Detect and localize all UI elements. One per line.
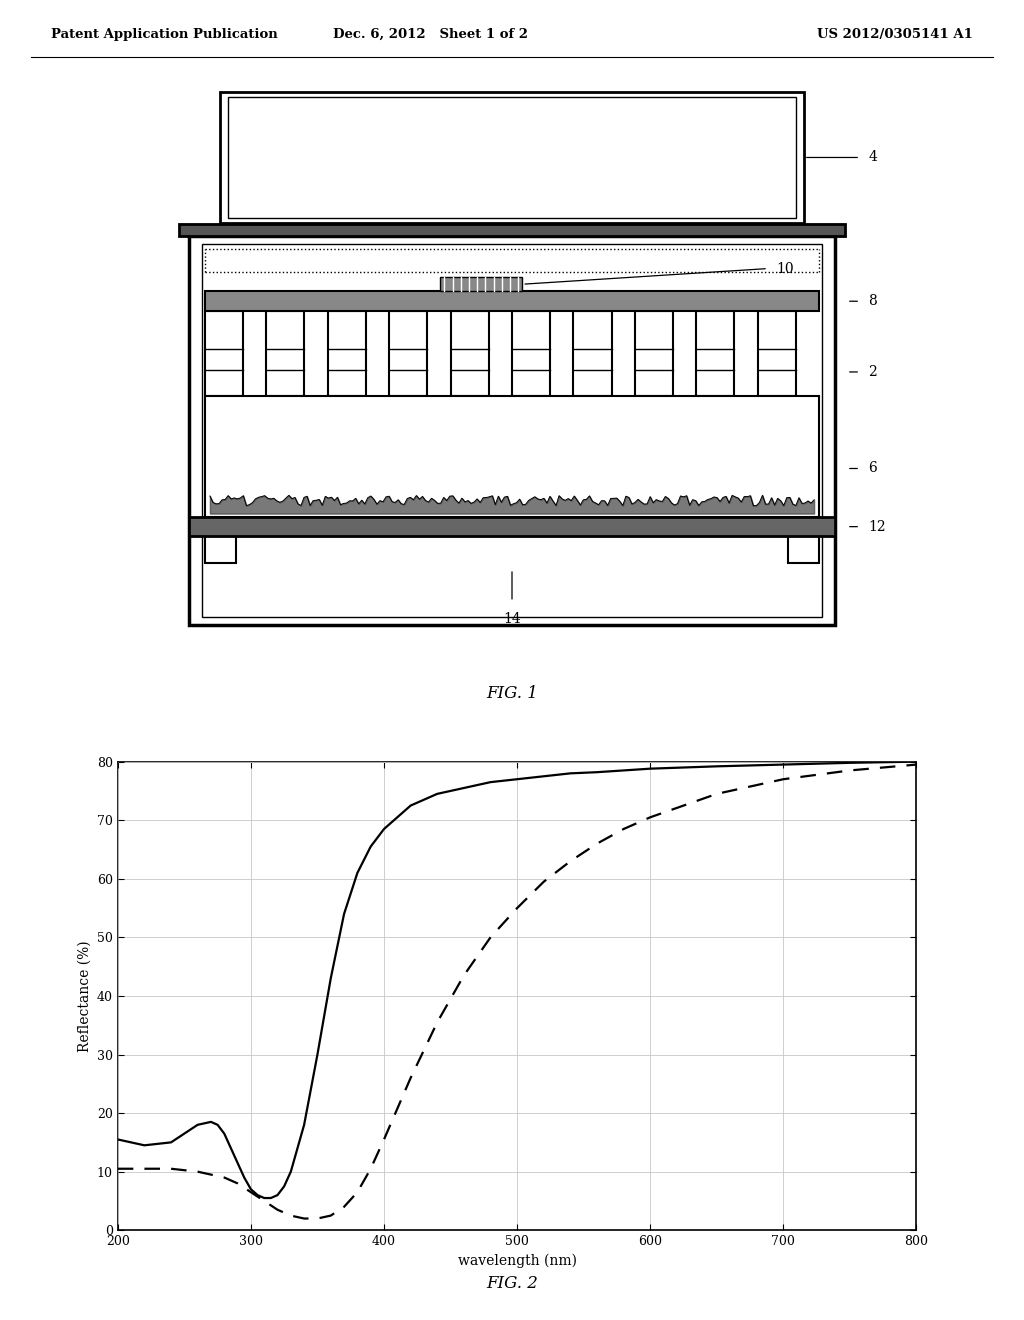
Bar [328,312,366,396]
Text: Patent Application Publication: Patent Application Publication [51,28,278,41]
Y-axis label: Reflectance (%): Reflectance (%) [78,940,91,1052]
Bar [440,277,522,292]
Bar [202,244,822,616]
Text: US 2012/0305141 A1: US 2012/0305141 A1 [817,28,973,41]
Bar [573,312,611,396]
Text: 8: 8 [868,294,878,309]
Text: 10: 10 [776,261,794,276]
Bar [205,396,819,517]
Text: 4: 4 [868,150,878,165]
Text: Dec. 6, 2012   Sheet 1 of 2: Dec. 6, 2012 Sheet 1 of 2 [333,28,527,41]
Bar [189,517,835,536]
Bar [228,98,796,218]
X-axis label: wavelength (nm): wavelength (nm) [458,1254,577,1269]
Text: FIG. 1: FIG. 1 [486,685,538,702]
Bar [205,536,236,562]
Bar [635,312,673,396]
Text: 2: 2 [868,364,878,379]
Bar [788,536,819,562]
Bar [220,92,804,223]
Text: 6: 6 [868,462,878,475]
Bar [189,236,835,624]
Text: FIG. 2: FIG. 2 [486,1275,538,1291]
Bar [758,312,796,396]
Bar [389,312,427,396]
Bar [205,312,243,396]
Bar [512,312,550,396]
Text: 14: 14 [503,611,521,626]
Bar [179,224,845,236]
Bar [451,312,488,396]
Bar [266,312,304,396]
Text: 12: 12 [868,520,886,533]
Bar [205,292,819,312]
Bar [696,312,734,396]
